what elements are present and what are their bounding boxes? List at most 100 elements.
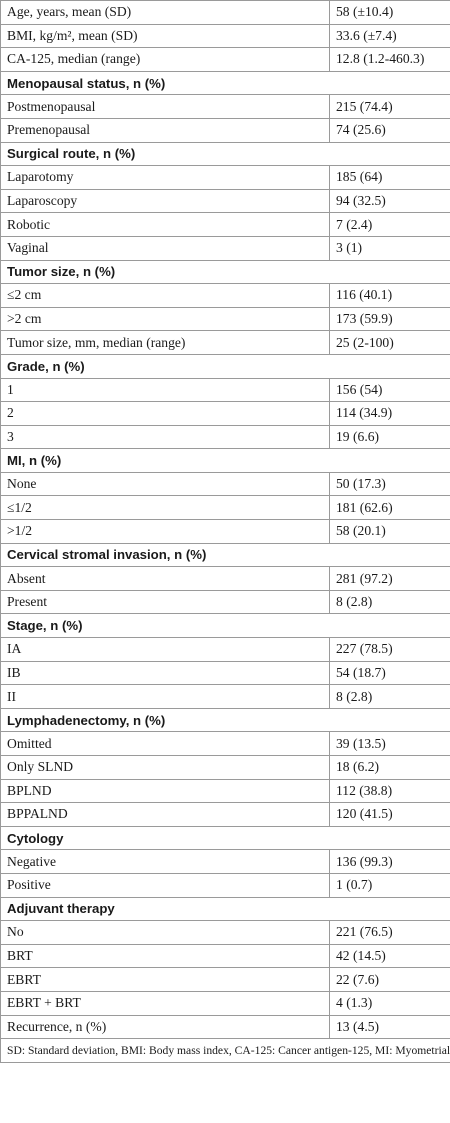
table-row: Robotic 7 (2.4) bbox=[0, 212, 450, 237]
table-row: Recurrence, n (%) 13 (4.5) bbox=[0, 1014, 450, 1040]
row-value: 13 (4.5) bbox=[329, 1014, 450, 1040]
section-header: Grade, n (%) bbox=[0, 353, 450, 379]
row-value: 74 (25.6) bbox=[329, 117, 450, 143]
table-row: Laparoscopy 94 (32.5) bbox=[0, 188, 450, 214]
table-row: Postmenopausal 215 (74.4) bbox=[0, 94, 450, 119]
row-value: 156 (54) bbox=[329, 377, 450, 403]
section-header: Stage, n (%) bbox=[0, 613, 450, 639]
section-header: Cervical stromal invasion, n (%) bbox=[0, 542, 450, 568]
row-value: 8 (2.8) bbox=[329, 684, 450, 709]
table-row: Present 8 (2.8) bbox=[0, 589, 450, 615]
section-header: Tumor size, n (%) bbox=[0, 259, 450, 285]
row-label: EBRT + BRT bbox=[0, 990, 330, 1016]
row-label: 1 bbox=[0, 377, 330, 403]
row-label: Age, years, mean (SD) bbox=[0, 0, 330, 25]
table-body: Age, years, mean (SD) 58 (±10.4) BMI, kg/m… bbox=[0, 0, 450, 1040]
row-value: 22 (7.6) bbox=[329, 967, 450, 992]
row-label: ≤1/2 bbox=[0, 495, 330, 521]
table-row: ≤2 cm 116 (40.1) bbox=[0, 283, 450, 308]
table-row: BPPALND 120 (41.5) bbox=[0, 802, 450, 827]
row-label: Negative bbox=[0, 849, 330, 874]
row-value: 7 (2.4) bbox=[329, 212, 450, 237]
row-value: 12.8 (1.2-460.3) bbox=[329, 47, 450, 72]
section-header-row: Menopausal status, n (%) bbox=[0, 70, 450, 96]
row-value: 173 (59.9) bbox=[329, 306, 450, 332]
row-value: 8 (2.8) bbox=[329, 589, 450, 615]
row-value: 215 (74.4) bbox=[329, 94, 450, 119]
row-label: Tumor size, mm, median (range) bbox=[0, 330, 330, 355]
section-header-row: Cytology bbox=[0, 825, 450, 851]
row-label: Positive bbox=[0, 872, 330, 898]
row-label: BPLND bbox=[0, 778, 330, 804]
table-row: >2 cm 173 (59.9) bbox=[0, 306, 450, 332]
row-value: 112 (38.8) bbox=[329, 778, 450, 804]
table-row: Vaginal 3 (1) bbox=[0, 235, 450, 261]
section-header-row: Tumor size, n (%) bbox=[0, 259, 450, 285]
section-header: Menopausal status, n (%) bbox=[0, 70, 450, 96]
row-value: 136 (99.3) bbox=[329, 849, 450, 874]
row-label: Postmenopausal bbox=[0, 94, 330, 119]
row-value: 50 (17.3) bbox=[329, 471, 450, 497]
row-label: Laparotomy bbox=[0, 165, 330, 190]
row-label: None bbox=[0, 471, 330, 497]
section-header-row: Adjuvant therapy bbox=[0, 896, 450, 922]
row-value: 4 (1.3) bbox=[329, 990, 450, 1016]
row-label: Laparoscopy bbox=[0, 188, 330, 214]
row-value: 227 (78.5) bbox=[329, 637, 450, 662]
section-header-row: Stage, n (%) bbox=[0, 613, 450, 639]
table-row: BRT 42 (14.5) bbox=[0, 943, 450, 969]
row-label: >1/2 bbox=[0, 519, 330, 544]
table-footnote: SD: Standard deviation, BMI: Body mass i… bbox=[0, 1038, 450, 1063]
table-row: BPLND 112 (38.8) bbox=[0, 778, 450, 804]
table-row: IB 54 (18.7) bbox=[0, 660, 450, 686]
row-value: 18 (6.2) bbox=[329, 755, 450, 780]
table-row: Omitted 39 (13.5) bbox=[0, 731, 450, 756]
row-value: 19 (6.6) bbox=[329, 424, 450, 450]
row-value: 181 (62.6) bbox=[329, 495, 450, 521]
table-row: Absent 281 (97.2) bbox=[0, 566, 450, 591]
table-row: >1/2 58 (20.1) bbox=[0, 519, 450, 544]
section-header-row: Lymphadenectomy, n (%) bbox=[0, 707, 450, 733]
table-row: EBRT + BRT 4 (1.3) bbox=[0, 990, 450, 1016]
row-label: No bbox=[0, 920, 330, 945]
row-label: EBRT bbox=[0, 967, 330, 992]
row-label: IB bbox=[0, 660, 330, 686]
row-value: 281 (97.2) bbox=[329, 566, 450, 591]
section-header: Surgical route, n (%) bbox=[0, 141, 450, 167]
section-header: Cytology bbox=[0, 825, 450, 851]
section-header: MI, n (%) bbox=[0, 448, 450, 473]
row-label: 3 bbox=[0, 424, 330, 450]
row-label: CA-125, median (range) bbox=[0, 47, 330, 72]
footnote-row: SD: Standard deviation, BMI: Body mass i… bbox=[0, 1038, 450, 1063]
row-value: 54 (18.7) bbox=[329, 660, 450, 686]
table-row: 2 114 (34.9) bbox=[0, 401, 450, 426]
row-value: 1 (0.7) bbox=[329, 872, 450, 898]
row-label: ≤2 cm bbox=[0, 283, 330, 308]
table-row: ≤1/2 181 (62.6) bbox=[0, 495, 450, 521]
section-header-row: Grade, n (%) bbox=[0, 353, 450, 379]
row-label: IA bbox=[0, 637, 330, 662]
row-value: 114 (34.9) bbox=[329, 401, 450, 426]
characteristics-table-container: Age, years, mean (SD) 58 (±10.4) BMI, kg/m… bbox=[0, 0, 450, 1063]
table-row: Only SLND 18 (6.2) bbox=[0, 755, 450, 780]
table-row: CA-125, median (range) 12.8 (1.2-460.3) bbox=[0, 47, 450, 72]
table-row: II 8 (2.8) bbox=[0, 684, 450, 709]
section-header: Lymphadenectomy, n (%) bbox=[0, 707, 450, 733]
row-value: 42 (14.5) bbox=[329, 943, 450, 969]
table-row: Laparotomy 185 (64) bbox=[0, 165, 450, 190]
row-value: 33.6 (±7.4) bbox=[329, 23, 450, 49]
row-value: 3 (1) bbox=[329, 235, 450, 261]
patient-characteristics-table: Age, years, mean (SD) 58 (±10.4) BMI, kg/m… bbox=[0, 0, 450, 1063]
row-value: 116 (40.1) bbox=[329, 283, 450, 308]
row-label: BPPALND bbox=[0, 802, 330, 827]
table-row: Premenopausal 74 (25.6) bbox=[0, 117, 450, 143]
row-value: 185 (64) bbox=[329, 165, 450, 190]
row-value: 120 (41.5) bbox=[329, 802, 450, 827]
row-label: Premenopausal bbox=[0, 117, 330, 143]
row-label: Only SLND bbox=[0, 755, 330, 780]
section-header: Adjuvant therapy bbox=[0, 896, 450, 922]
table-row: Positive 1 (0.7) bbox=[0, 872, 450, 898]
row-label: BRT bbox=[0, 943, 330, 969]
table-row: Age, years, mean (SD) 58 (±10.4) bbox=[0, 0, 450, 25]
row-value: 58 (20.1) bbox=[329, 519, 450, 544]
